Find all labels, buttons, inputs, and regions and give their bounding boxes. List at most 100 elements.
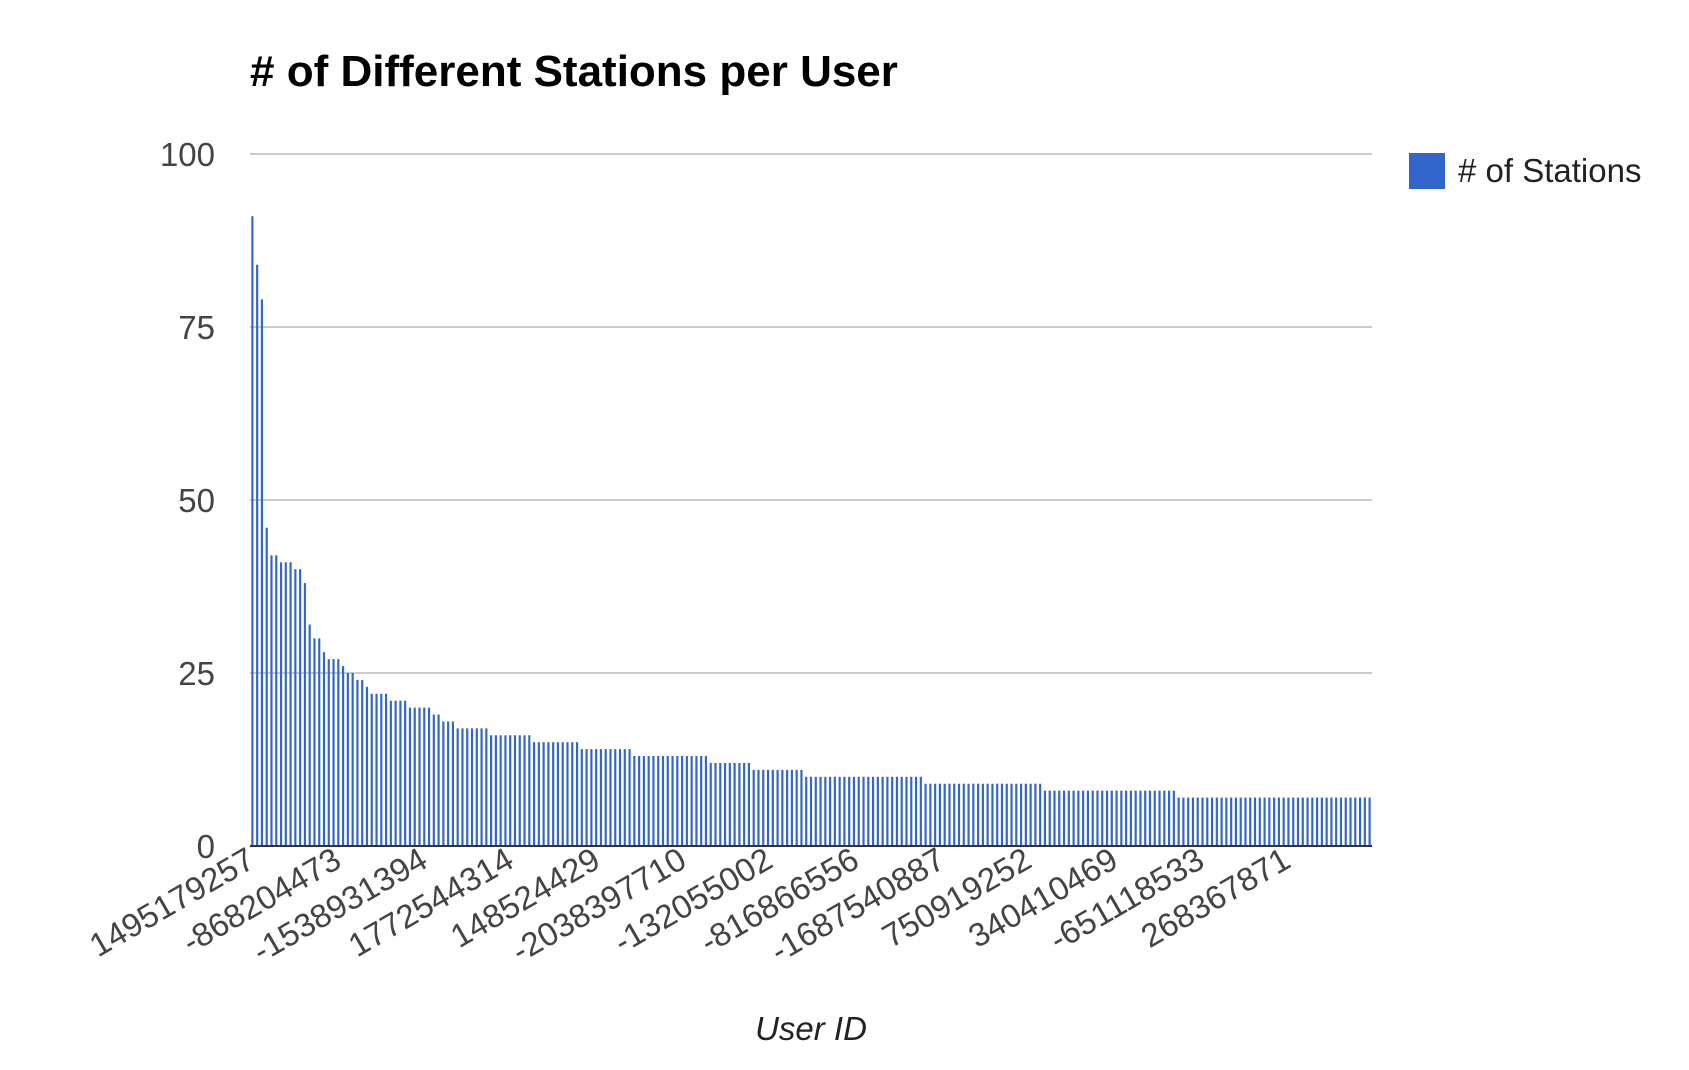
bar[interactable]: [661, 756, 665, 846]
bar[interactable]: [967, 783, 970, 846]
bar[interactable]: [685, 756, 688, 846]
bar[interactable]: [1015, 783, 1018, 846]
bar[interactable]: [1144, 790, 1147, 846]
bar[interactable]: [418, 707, 421, 846]
bar[interactable]: [1311, 797, 1314, 846]
bar[interactable]: [1330, 797, 1333, 846]
bar[interactable]: [1263, 797, 1266, 846]
bar[interactable]: [1201, 797, 1204, 846]
bar[interactable]: [490, 735, 493, 846]
bar[interactable]: [571, 742, 574, 846]
bar[interactable]: [700, 756, 703, 846]
bar[interactable]: [676, 756, 679, 846]
bar[interactable]: [1296, 797, 1300, 846]
bar[interactable]: [972, 783, 975, 846]
bar[interactable]: [738, 762, 741, 846]
bar[interactable]: [948, 783, 951, 846]
bar[interactable]: [494, 735, 497, 846]
bar[interactable]: [1220, 797, 1223, 846]
bar[interactable]: [1196, 797, 1199, 846]
bar[interactable]: [862, 776, 865, 846]
bar[interactable]: [1282, 797, 1285, 846]
bar[interactable]: [757, 769, 760, 846]
bar[interactable]: [585, 749, 588, 846]
bar[interactable]: [996, 783, 999, 846]
bar[interactable]: [628, 749, 631, 846]
bar[interactable]: [1043, 790, 1047, 846]
bar[interactable]: [924, 783, 927, 846]
bar[interactable]: [819, 776, 822, 846]
bar[interactable]: [256, 264, 259, 847]
bar[interactable]: [552, 742, 555, 846]
bar[interactable]: [642, 756, 645, 846]
bar[interactable]: [1358, 797, 1362, 846]
bar[interactable]: [332, 659, 335, 846]
bar[interactable]: [260, 299, 264, 846]
bar[interactable]: [991, 783, 994, 846]
bar[interactable]: [919, 776, 922, 846]
bar[interactable]: [1048, 790, 1051, 846]
bar[interactable]: [747, 762, 751, 846]
bar[interactable]: [986, 783, 989, 846]
bar[interactable]: [361, 679, 364, 846]
bar[interactable]: [509, 735, 512, 846]
bar[interactable]: [318, 638, 321, 846]
bar[interactable]: [404, 700, 407, 846]
bar[interactable]: [270, 555, 273, 846]
bar[interactable]: [399, 700, 402, 846]
bar[interactable]: [805, 776, 808, 846]
bar[interactable]: [981, 783, 984, 846]
bar[interactable]: [977, 783, 980, 846]
bar[interactable]: [1091, 790, 1094, 846]
bar[interactable]: [876, 776, 879, 846]
bar[interactable]: [365, 686, 369, 846]
bar[interactable]: [652, 756, 655, 846]
bar[interactable]: [456, 728, 459, 846]
bar[interactable]: [723, 762, 727, 846]
bar[interactable]: [523, 735, 526, 846]
bar[interactable]: [1058, 790, 1061, 846]
bar[interactable]: [833, 776, 836, 846]
bar[interactable]: [1172, 790, 1175, 846]
bar[interactable]: [1306, 797, 1309, 846]
bar[interactable]: [771, 769, 774, 846]
bar[interactable]: [1163, 790, 1166, 846]
bar[interactable]: [1244, 797, 1247, 846]
bar[interactable]: [1325, 797, 1328, 846]
bar[interactable]: [461, 728, 464, 846]
bar[interactable]: [1010, 783, 1013, 846]
bar[interactable]: [1024, 783, 1027, 846]
bar[interactable]: [824, 776, 827, 846]
bar[interactable]: [351, 673, 354, 846]
bar[interactable]: [1320, 797, 1323, 846]
bar[interactable]: [1191, 797, 1195, 846]
bar[interactable]: [1206, 797, 1209, 846]
bar[interactable]: [638, 756, 641, 846]
bar[interactable]: [790, 769, 793, 846]
bar[interactable]: [380, 693, 383, 846]
bar[interactable]: [1153, 790, 1156, 846]
bar[interactable]: [337, 659, 340, 846]
bar[interactable]: [1187, 797, 1190, 846]
bar[interactable]: [1363, 797, 1366, 846]
bar[interactable]: [1316, 797, 1319, 846]
bar[interactable]: [709, 762, 712, 846]
bar[interactable]: [786, 769, 789, 846]
bar[interactable]: [384, 693, 388, 846]
bar[interactable]: [394, 700, 397, 846]
bar[interactable]: [499, 735, 502, 846]
bar[interactable]: [542, 742, 545, 846]
bar[interactable]: [475, 728, 478, 846]
bar[interactable]: [566, 742, 569, 846]
bar[interactable]: [766, 769, 770, 846]
bar[interactable]: [370, 693, 373, 846]
bar[interactable]: [752, 769, 755, 846]
bar[interactable]: [852, 776, 856, 846]
bar[interactable]: [346, 673, 349, 846]
bar[interactable]: [814, 776, 817, 846]
bar[interactable]: [1067, 790, 1070, 846]
bar[interactable]: [1005, 783, 1008, 846]
bar[interactable]: [442, 721, 445, 846]
bar[interactable]: [743, 762, 746, 846]
bar[interactable]: [962, 783, 965, 846]
